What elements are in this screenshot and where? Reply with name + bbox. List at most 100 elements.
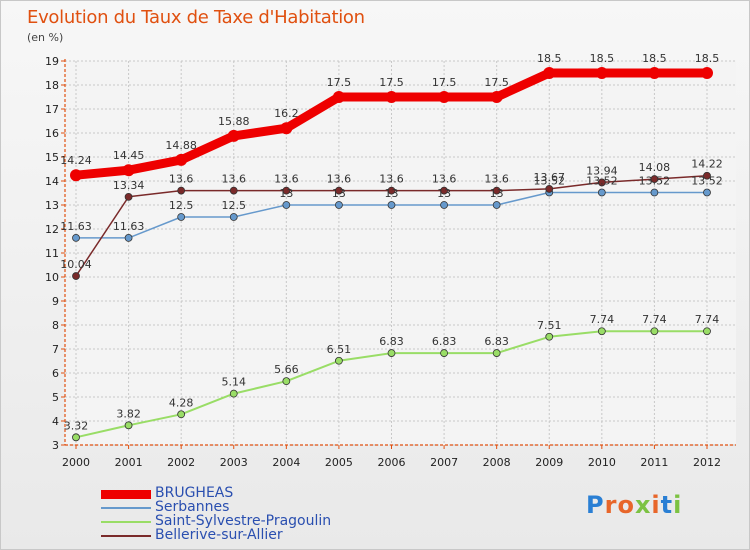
series-point-3: [124, 192, 133, 201]
data-label-3: 14.22: [691, 158, 723, 171]
data-label-0: 17.5: [379, 76, 404, 89]
data-label-2: 3.32: [64, 419, 89, 432]
data-label-3: 13.6: [484, 173, 509, 186]
data-label-3: 13.6: [169, 173, 194, 186]
series-point-3: [545, 185, 554, 193]
y-tick-label: 10: [45, 271, 59, 284]
x-tick-label: 2012: [693, 456, 721, 469]
series-point-1: [124, 233, 133, 242]
logo-letter: P: [586, 491, 605, 519]
x-tick-label: 2002: [167, 456, 195, 469]
series-point-0: [648, 67, 661, 79]
data-label-1: 11.63: [113, 220, 145, 233]
series-point-2: [440, 349, 448, 357]
data-label-1: 13: [332, 187, 346, 200]
data-label-3: 13.6: [222, 173, 247, 186]
series-point-3: [440, 186, 448, 195]
data-label-0: 15.88: [218, 115, 250, 128]
y-tick-label: 8: [52, 319, 59, 332]
data-label-1: 13.52: [586, 175, 618, 188]
series-point-1: [335, 201, 343, 209]
data-label-2: 6.83: [432, 335, 457, 348]
logo-letter: i: [673, 491, 683, 519]
data-label-0: 17.5: [484, 76, 509, 89]
proxiti-logo: Proxiti: [586, 491, 682, 519]
x-tick-label: 2011: [640, 456, 668, 469]
data-label-3: 13.67: [534, 171, 566, 184]
legend-label: Bellerive-sur-Allier: [155, 527, 283, 543]
y-tick-label: 7: [52, 343, 59, 356]
y-tick-label: 18: [45, 79, 59, 92]
data-label-1: 13.52: [534, 175, 566, 188]
y-tick-label: 15: [45, 151, 59, 164]
series-point-2: [282, 377, 291, 386]
data-label-3: 13.6: [274, 173, 299, 186]
data-label-2: 6.83: [484, 335, 509, 348]
chart-title: Evolution du Taux de Taxe d'Habitation: [27, 7, 365, 28]
series-point-3: [387, 186, 396, 195]
data-label-0: 14.24: [60, 154, 92, 167]
y-tick-label: 19: [45, 55, 59, 68]
series-point-3: [335, 186, 343, 195]
data-label-2: 4.28: [169, 396, 194, 409]
data-label-0: 14.45: [113, 149, 145, 162]
series-point-2: [387, 349, 396, 357]
x-tick-label: 2006: [378, 456, 406, 469]
data-label-3: 13.94: [586, 164, 618, 177]
data-label-0: 18.5: [590, 52, 615, 65]
logo-letter: r: [604, 491, 618, 519]
series-point-2: [703, 327, 711, 336]
series-point-0: [438, 91, 451, 103]
series-point-0: [490, 91, 503, 103]
logo-letter: t: [660, 491, 674, 519]
series-point-1: [387, 201, 396, 209]
data-label-2: 7.74: [590, 313, 615, 326]
series-point-1: [229, 213, 238, 221]
series-point-2: [597, 327, 606, 336]
data-label-2: 7.74: [695, 313, 720, 326]
data-label-2: 3.82: [116, 407, 141, 420]
y-tick-label: 14: [45, 175, 59, 188]
data-label-3: 13.6: [379, 173, 404, 186]
series-point-2: [124, 421, 133, 430]
x-tick-label: 2008: [483, 456, 511, 469]
y-tick-label: 4: [52, 415, 59, 428]
y-tick-label: 6: [52, 367, 59, 380]
y-tick-label: 3: [52, 439, 59, 452]
logo-letter: x: [634, 491, 652, 519]
data-label-1: 13: [279, 187, 293, 200]
data-label-2: 5.14: [222, 376, 247, 389]
series-point-1: [177, 213, 186, 221]
logo-letter: i: [651, 491, 661, 519]
x-tick-label: 2001: [115, 456, 143, 469]
data-label-0: 17.5: [432, 76, 457, 89]
series-point-2: [229, 389, 238, 398]
data-label-1: 11.63: [60, 220, 92, 233]
y-tick-label: 5: [52, 391, 59, 404]
y-tick-label: 16: [45, 127, 59, 140]
x-tick-label: 2007: [430, 456, 458, 469]
data-label-2: 5.66: [274, 363, 299, 376]
series-point-2: [545, 332, 554, 341]
legend-label: Serbannes: [155, 499, 230, 515]
series-point-1: [597, 188, 606, 197]
data-label-0: 18.5: [537, 52, 562, 65]
series-point-3: [282, 186, 291, 195]
x-tick-label: 2003: [220, 456, 248, 469]
x-tick-label: 2004: [272, 456, 300, 469]
series-point-0: [122, 164, 135, 177]
series-point-0: [70, 169, 82, 182]
series-point-2: [650, 327, 659, 336]
series-point-1: [650, 188, 659, 197]
data-label-1: 13: [385, 187, 399, 200]
series-point-0: [280, 122, 293, 135]
series-point-0: [385, 91, 398, 103]
series-point-1: [703, 188, 711, 197]
data-label-2: 6.51: [327, 343, 352, 356]
series-point-1: [72, 233, 80, 242]
data-label-2: 7.51: [537, 319, 562, 332]
x-tick-label: 2000: [62, 456, 90, 469]
data-label-1: 13: [437, 187, 451, 200]
data-label-1: 12.5: [169, 199, 194, 212]
x-tick-label: 2010: [588, 456, 616, 469]
